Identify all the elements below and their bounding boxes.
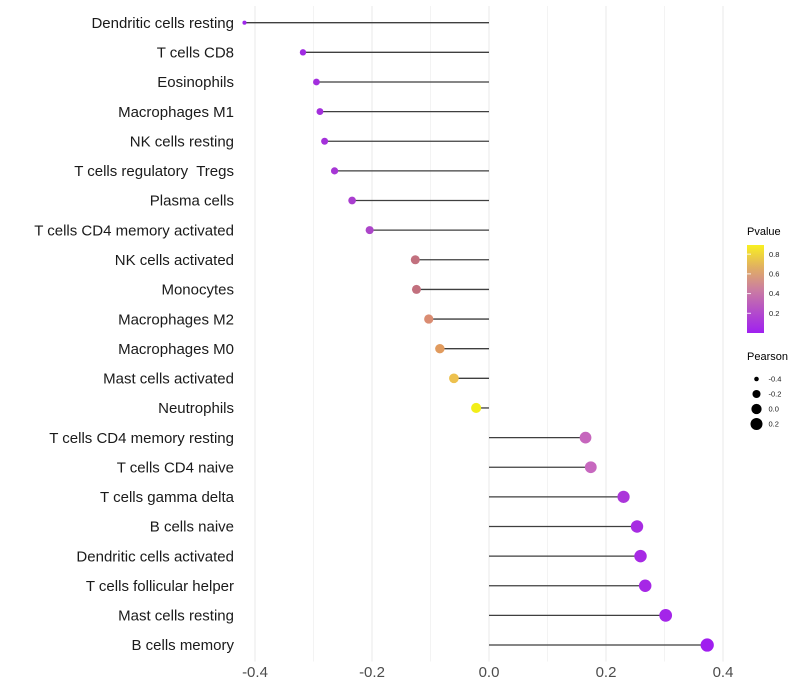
pearson-legend-label: 0.0 xyxy=(769,405,779,414)
x-axis-tick-label: 0.4 xyxy=(713,664,734,681)
pearson-legend-dot xyxy=(754,376,759,382)
y-axis-label: B cells naive xyxy=(150,519,234,536)
y-axis-label: T cells CD8 xyxy=(157,45,234,62)
y-axis-label: NK cells activated xyxy=(115,252,234,269)
lollipop-dot xyxy=(579,431,592,444)
lollipop-dot xyxy=(471,402,482,413)
pearson-legend-dot xyxy=(750,418,763,430)
x-axis-tick-label: 0.2 xyxy=(596,664,617,681)
y-axis-label: Monocytes xyxy=(161,282,234,299)
y-axis-label: Mast cells resting xyxy=(118,608,234,625)
lollipop-dot xyxy=(634,549,647,563)
x-axis-tick-label: -0.4 xyxy=(242,664,268,681)
y-axis-label: Neutrophils xyxy=(158,400,234,417)
pearson-legend-dot xyxy=(752,389,761,399)
lollipop-dot xyxy=(435,343,445,354)
lollipop-dot xyxy=(449,373,459,384)
pvalue-tick-label: 0.4 xyxy=(769,289,779,298)
lollipop-dot xyxy=(638,579,652,593)
lollipop-dot xyxy=(330,167,339,175)
lollipop-dot xyxy=(242,20,247,25)
y-axis-label: Plasma cells xyxy=(150,193,234,210)
lollipop-dot xyxy=(617,490,630,503)
lollipop-dot xyxy=(316,108,324,116)
y-axis-label: NK cells resting xyxy=(130,133,234,150)
y-axis-label: Eosinophils xyxy=(157,74,234,91)
x-axis-tick-label: -0.2 xyxy=(359,664,385,681)
lollipop-dot xyxy=(321,137,329,145)
pvalue-tick-label: 0.6 xyxy=(769,269,779,278)
pearson-legend-label: 0.2 xyxy=(769,420,779,429)
lollipop-dot xyxy=(410,255,420,265)
y-axis-label: T cells CD4 naive xyxy=(117,459,234,476)
y-axis-label: T cells CD4 memory resting xyxy=(49,430,234,447)
pvalue-legend-title: Pvalue xyxy=(747,226,781,238)
y-axis-label: Macrophages M2 xyxy=(118,311,234,328)
lollipop-dot xyxy=(348,196,356,205)
y-axis-label: Dendritic cells activated xyxy=(76,548,234,565)
x-axis-tick-label: 0.0 xyxy=(479,664,500,681)
pearson-legend-label: -0.2 xyxy=(769,390,782,399)
y-axis-label: Macrophages M1 xyxy=(118,104,234,121)
y-axis-label: Mast cells activated xyxy=(103,371,234,388)
pvalue-colorbar xyxy=(747,245,764,333)
pvalue-tick-label: 0.8 xyxy=(769,250,779,259)
lollipop-dot xyxy=(299,49,307,56)
pearson-legend-label: -0.4 xyxy=(769,375,782,384)
lollipop-dot xyxy=(700,638,714,652)
y-axis-label: Dendritic cells resting xyxy=(91,15,234,32)
lollipop-dot xyxy=(313,78,320,86)
lollipop-dot xyxy=(659,609,673,622)
lollipop-dot xyxy=(411,284,421,294)
pearson-legend-dot xyxy=(751,403,762,415)
lollipop-dot xyxy=(630,520,644,533)
y-axis-label: T cells CD4 memory activated xyxy=(34,222,234,239)
y-axis-label: T cells follicular helper xyxy=(86,578,234,595)
lollipop-dot xyxy=(584,461,597,474)
y-axis-label: Macrophages M0 xyxy=(118,341,234,358)
y-axis-label: B cells memory xyxy=(131,637,234,654)
y-axis-label: T cells gamma delta xyxy=(100,489,235,506)
pvalue-tick-label: 0.2 xyxy=(769,309,779,318)
lollipop-dot xyxy=(424,314,434,324)
y-axis-label: T cells regulatory Tregs xyxy=(74,163,234,180)
lollipop-dot xyxy=(365,226,374,235)
pearson-legend-title: Pearson xyxy=(747,351,788,363)
